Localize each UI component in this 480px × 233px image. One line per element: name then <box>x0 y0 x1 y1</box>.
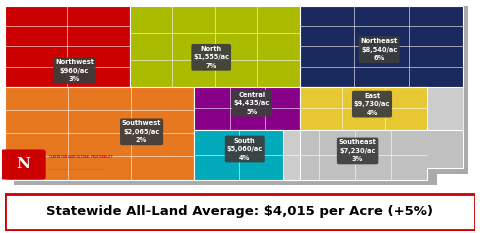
Text: Southwest
$2,065/ac
2%: Southwest $2,065/ac 2% <box>122 120 161 143</box>
Polygon shape <box>5 6 130 87</box>
Text: North
$1,555/ac
7%: North $1,555/ac 7% <box>193 46 229 69</box>
FancyBboxPatch shape <box>0 149 46 180</box>
Polygon shape <box>14 6 468 185</box>
Polygon shape <box>300 6 463 87</box>
FancyBboxPatch shape <box>5 194 475 230</box>
Text: Southeast
$7,230/ac
3%: Southeast $7,230/ac 3% <box>339 139 376 162</box>
Text: N: N <box>16 158 30 171</box>
Text: Institute of Agriculture and Natural Resources: Institute of Agriculture and Natural Res… <box>49 168 103 170</box>
Text: Central
$4,435/ac
5%: Central $4,435/ac 5% <box>234 92 270 115</box>
Polygon shape <box>130 6 300 87</box>
Polygon shape <box>283 130 463 180</box>
Polygon shape <box>5 6 463 180</box>
Polygon shape <box>5 87 194 180</box>
Text: Northeast
$8,540/ac
6%: Northeast $8,540/ac 6% <box>360 38 398 61</box>
Polygon shape <box>194 130 283 180</box>
Text: East
$9,730/ac
4%: East $9,730/ac 4% <box>354 93 390 116</box>
Polygon shape <box>300 87 427 130</box>
Text: CENTER FOR AGRICULTURAL PROFITABILITY: CENTER FOR AGRICULTURAL PROFITABILITY <box>49 155 112 159</box>
Text: Statewide All-Land Average: $4,015 per Acre (+5%): Statewide All-Land Average: $4,015 per A… <box>47 205 433 218</box>
Polygon shape <box>194 87 300 130</box>
Text: South
$5,060/ac
4%: South $5,060/ac 4% <box>227 137 263 161</box>
Text: Northwest
$960/ac
3%: Northwest $960/ac 3% <box>55 59 94 82</box>
